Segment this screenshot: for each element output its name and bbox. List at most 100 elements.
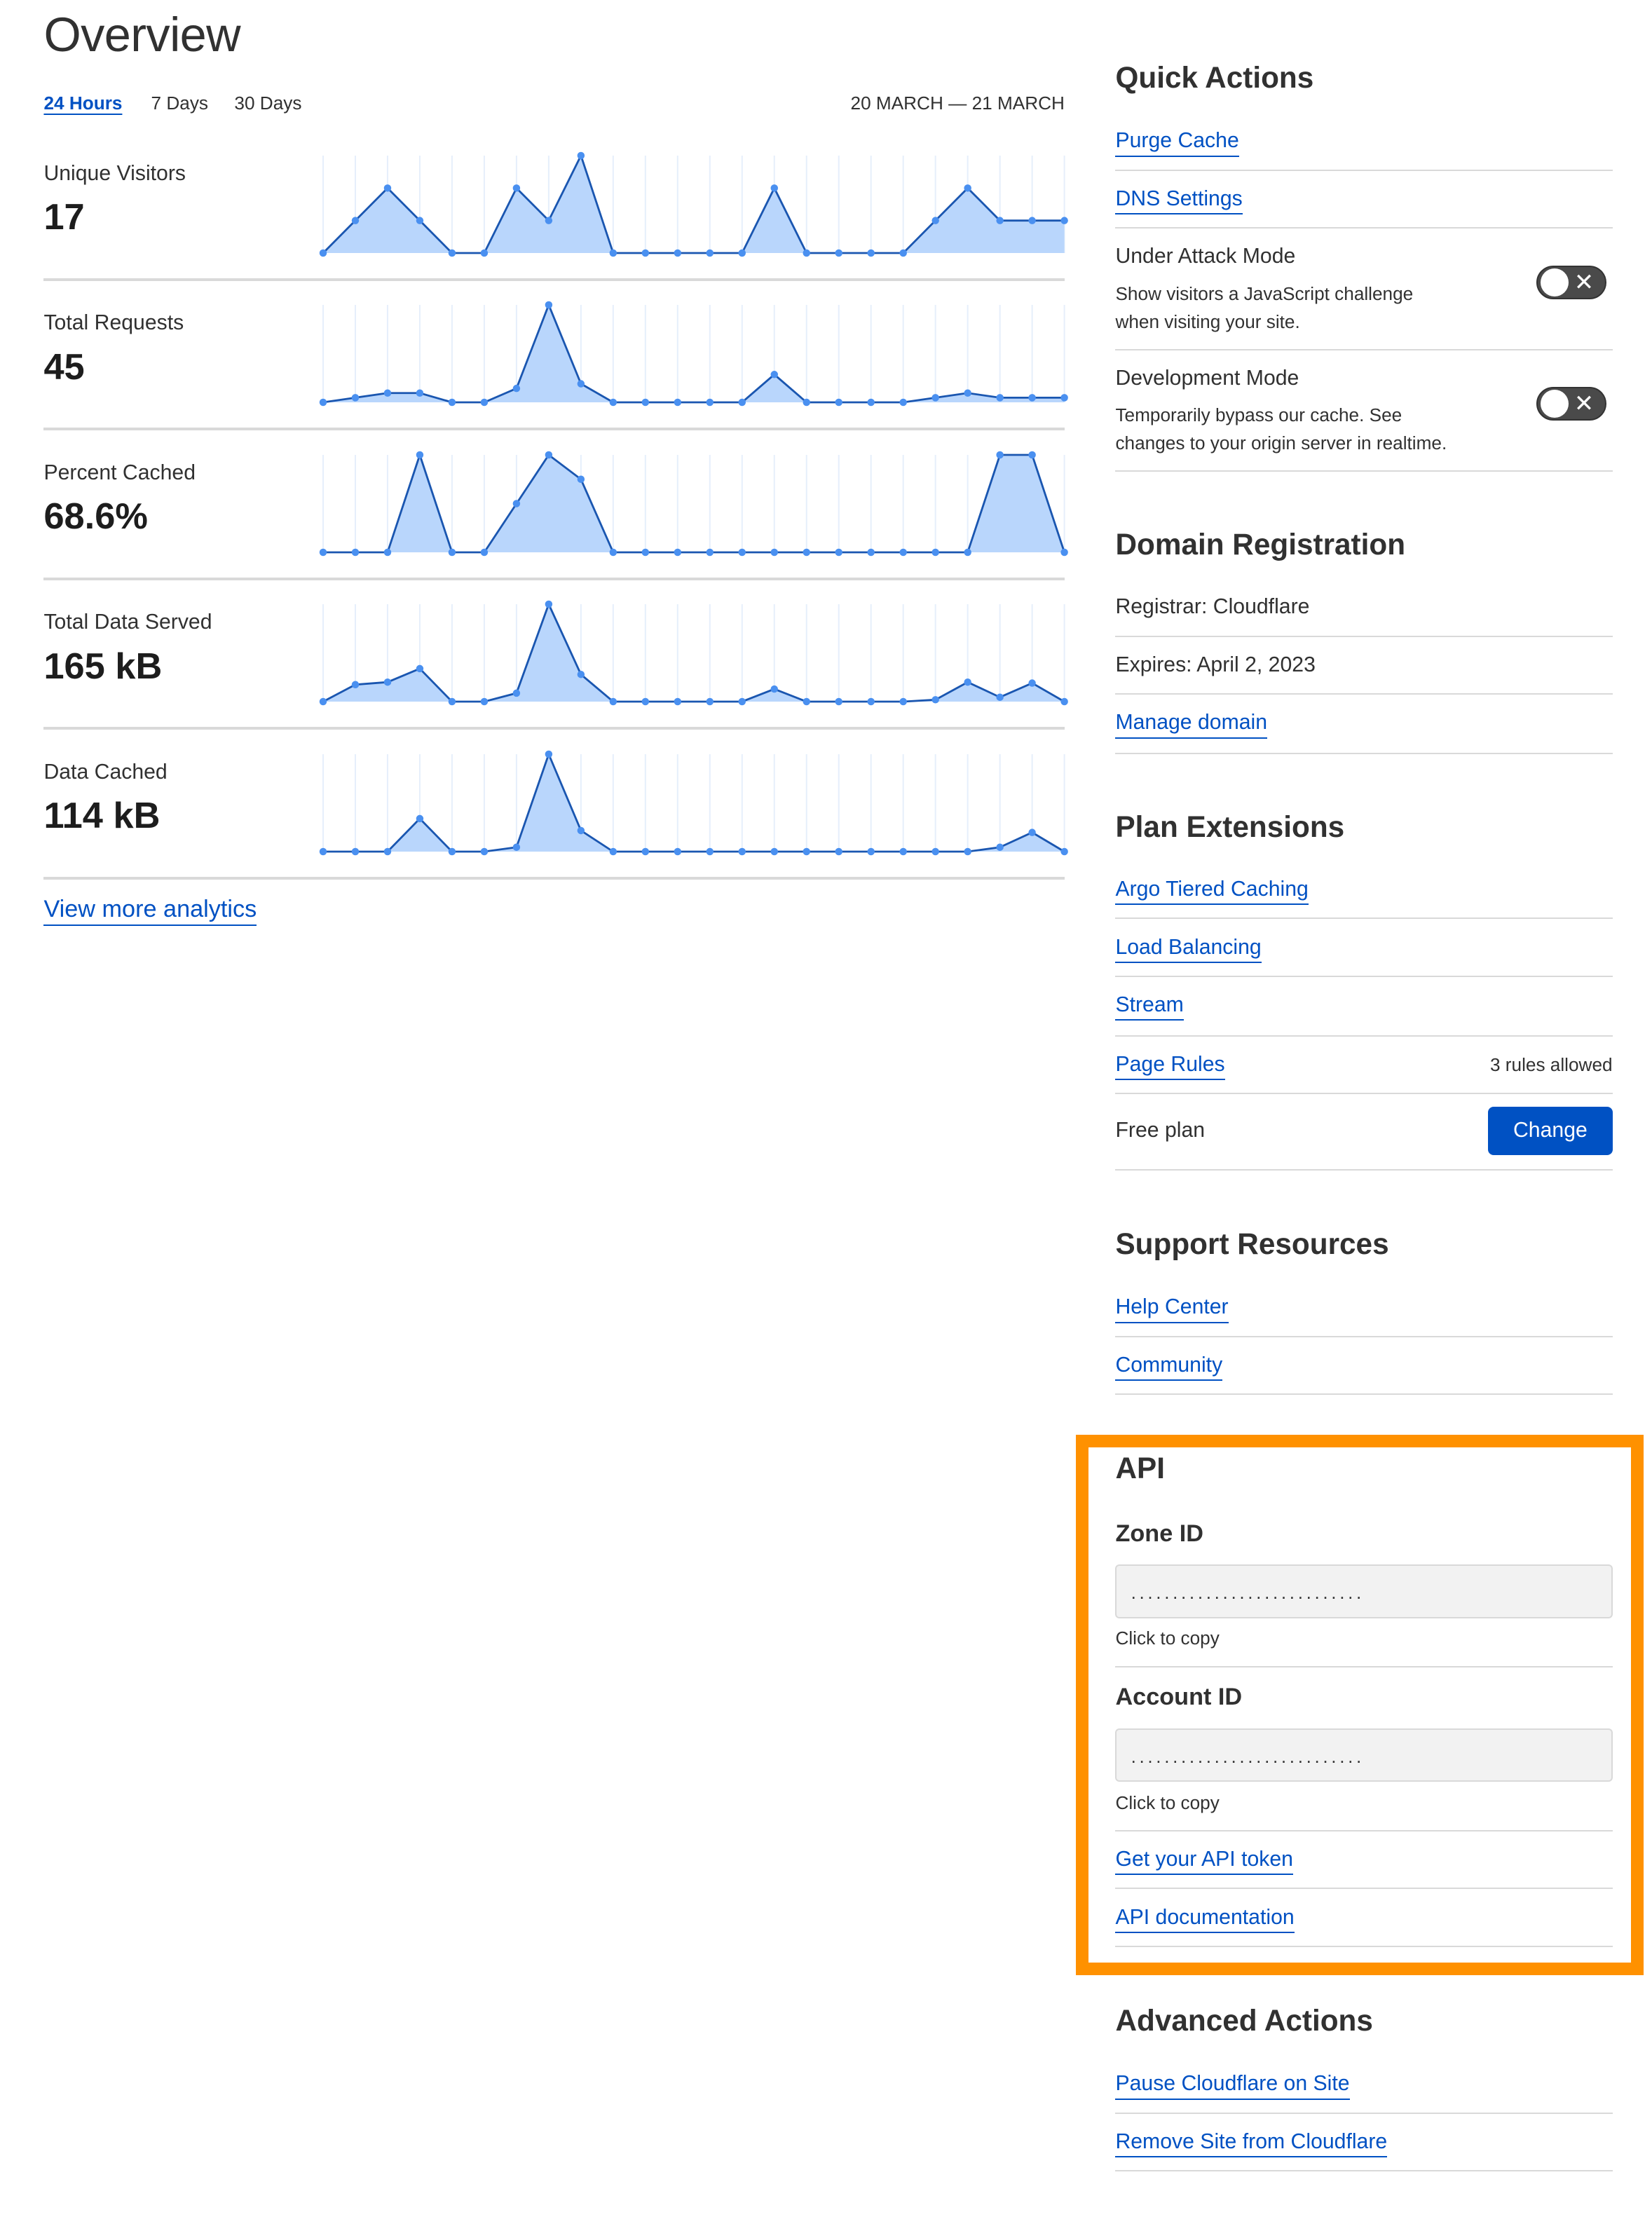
registrar-text: Registrar: Cloudflare <box>1115 595 1310 619</box>
domain-registration-heading: Domain Registration <box>1115 528 1406 561</box>
page-title: Overview <box>43 8 241 62</box>
data-point <box>352 548 360 556</box>
under-attack-toggle[interactable]: ✕ <box>1536 265 1607 300</box>
expires-text: Expires: April 2, 2023 <box>1115 653 1316 676</box>
sparkline-line <box>323 751 1065 853</box>
data-point <box>320 398 327 407</box>
data-point <box>577 380 585 388</box>
manage-domain-link[interactable]: Manage domain <box>1115 710 1268 739</box>
data-point <box>931 847 940 855</box>
tab-24-hours[interactable]: 24 Hours <box>43 92 123 114</box>
data-point <box>964 184 972 192</box>
data-point <box>449 548 456 556</box>
data-point <box>835 249 843 257</box>
tab-7-days[interactable]: 7 Days <box>151 92 209 114</box>
data-point <box>867 697 875 706</box>
account-id-label: Account ID <box>1115 1684 1243 1711</box>
sparkline-area <box>323 305 1065 403</box>
divider <box>1115 2170 1613 2172</box>
data-point <box>738 398 746 407</box>
data-point <box>449 398 456 407</box>
get-api-token-link[interactable]: Get your API token <box>1115 1847 1293 1876</box>
stream-link[interactable]: Stream <box>1115 992 1184 1021</box>
divider <box>1115 752 1613 754</box>
page-rules-note: 3 rules allowed <box>1489 1053 1613 1075</box>
data-point <box>674 398 682 407</box>
metric-value: 17 <box>43 197 85 238</box>
community-link[interactable]: Community <box>1115 1353 1223 1382</box>
development-mode-toggle[interactable]: ✕ <box>1536 386 1607 421</box>
divider <box>1115 693 1613 695</box>
data-point <box>964 389 972 397</box>
data-point <box>577 151 585 159</box>
data-point <box>996 843 1004 851</box>
data-point <box>384 389 392 397</box>
close-icon: ✕ <box>1574 390 1595 417</box>
divider <box>1115 1093 1613 1095</box>
data-point <box>706 398 714 407</box>
data-point <box>416 814 424 822</box>
page-rules-link[interactable]: Page Rules <box>1115 1052 1225 1081</box>
data-point <box>384 847 392 855</box>
argo-tiered-caching-link[interactable]: Argo Tiered Caching <box>1115 877 1309 906</box>
under-attack-title: Under Attack Mode <box>1115 245 1296 268</box>
divider <box>43 727 1065 730</box>
plan-name: Free plan <box>1115 1119 1206 1142</box>
data-point <box>320 249 327 257</box>
sparkline-chart <box>320 301 1069 407</box>
data-point <box>867 249 875 257</box>
data-point <box>835 398 843 407</box>
data-point <box>996 451 1004 458</box>
api-documentation-link[interactable]: API documentation <box>1115 1905 1295 1933</box>
data-point <box>1028 679 1037 687</box>
data-point <box>1060 847 1069 855</box>
divider <box>1115 976 1613 978</box>
development-mode-desc: Temporarily bypass our cache. See change… <box>1115 401 1447 458</box>
data-point <box>706 847 714 855</box>
data-point <box>738 847 746 855</box>
data-point <box>964 847 972 855</box>
sparkline-line <box>323 302 1065 404</box>
zone-id-field[interactable]: ............................ <box>1115 1564 1613 1618</box>
divider <box>1115 1393 1613 1396</box>
data-point <box>803 249 811 257</box>
load-balancing-link[interactable]: Load Balancing <box>1115 935 1262 963</box>
data-point <box>512 385 521 393</box>
data-point <box>899 398 908 407</box>
tab-30-days[interactable]: 30 Days <box>234 92 302 114</box>
data-point <box>449 249 456 257</box>
data-point <box>609 697 617 706</box>
data-point <box>320 697 327 706</box>
data-point <box>803 398 811 407</box>
data-point <box>609 847 617 855</box>
metric-label: Unique Visitors <box>43 161 186 185</box>
data-point <box>706 548 714 556</box>
sparkline-chart <box>320 600 1069 706</box>
divider <box>1115 917 1613 920</box>
data-point <box>641 847 650 855</box>
sparkline-area <box>323 454 1065 552</box>
dns-settings-link[interactable]: DNS Settings <box>1115 186 1243 215</box>
quick-actions-heading: Quick Actions <box>1115 60 1314 94</box>
data-point <box>931 394 940 402</box>
data-point <box>1060 548 1069 556</box>
account-id-field[interactable]: ............................ <box>1115 1728 1613 1782</box>
pause-cloudflare-link[interactable]: Pause Cloudflare on Site <box>1115 2071 1350 2100</box>
data-point <box>641 548 650 556</box>
data-point <box>867 548 875 556</box>
view-more-analytics-link[interactable]: View more analytics <box>43 895 257 927</box>
purge-cache-link[interactable]: Purge Cache <box>1115 128 1239 157</box>
data-point <box>352 394 360 402</box>
change-plan-button[interactable]: Change <box>1488 1107 1613 1155</box>
sparkline-line <box>322 152 1065 254</box>
data-point <box>931 548 940 556</box>
data-point <box>545 301 553 309</box>
remove-site-link[interactable]: Remove Site from Cloudflare <box>1115 2129 1388 2158</box>
sparkline-chart <box>320 151 1069 257</box>
data-point <box>835 697 843 706</box>
data-point <box>609 249 617 257</box>
help-center-link[interactable]: Help Center <box>1115 1295 1229 1323</box>
metric-label: Total Requests <box>43 311 184 335</box>
sparkline-line <box>322 601 1065 703</box>
